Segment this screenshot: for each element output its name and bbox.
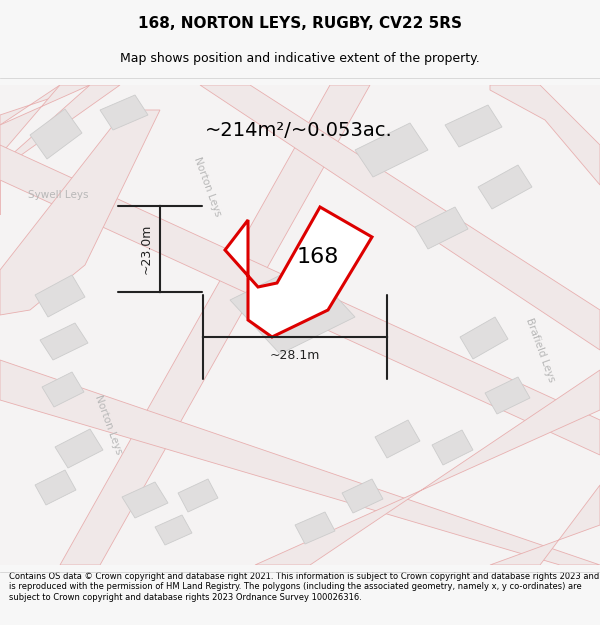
Polygon shape bbox=[490, 485, 600, 565]
Text: Norton Leys: Norton Leys bbox=[191, 156, 223, 218]
Polygon shape bbox=[375, 420, 420, 458]
Polygon shape bbox=[295, 512, 335, 544]
Text: Map shows position and indicative extent of the property.: Map shows position and indicative extent… bbox=[120, 52, 480, 65]
Text: 168: 168 bbox=[297, 247, 339, 267]
Text: Brafield Leys: Brafield Leys bbox=[524, 317, 556, 383]
Polygon shape bbox=[255, 370, 600, 565]
Polygon shape bbox=[225, 207, 372, 337]
Polygon shape bbox=[445, 105, 502, 147]
Polygon shape bbox=[155, 515, 192, 545]
Text: ~23.0m: ~23.0m bbox=[140, 224, 153, 274]
Polygon shape bbox=[490, 85, 600, 185]
Polygon shape bbox=[432, 430, 473, 465]
Text: Norton Leys: Norton Leys bbox=[92, 394, 124, 456]
Polygon shape bbox=[40, 323, 88, 360]
Polygon shape bbox=[415, 207, 468, 249]
Text: ~28.1m: ~28.1m bbox=[270, 349, 320, 362]
Polygon shape bbox=[478, 165, 532, 209]
Polygon shape bbox=[0, 85, 120, 215]
Polygon shape bbox=[485, 377, 530, 414]
Polygon shape bbox=[230, 263, 355, 354]
Polygon shape bbox=[60, 85, 370, 565]
Text: ~214m²/~0.053ac.: ~214m²/~0.053ac. bbox=[205, 121, 393, 139]
Polygon shape bbox=[460, 317, 508, 359]
Polygon shape bbox=[30, 109, 82, 159]
Text: Sywell Leys: Sywell Leys bbox=[28, 190, 88, 200]
Polygon shape bbox=[55, 429, 103, 468]
Polygon shape bbox=[0, 110, 160, 315]
Polygon shape bbox=[100, 95, 148, 130]
Polygon shape bbox=[0, 85, 90, 125]
Polygon shape bbox=[0, 145, 600, 455]
Text: Contains OS data © Crown copyright and database right 2021. This information is : Contains OS data © Crown copyright and d… bbox=[9, 572, 599, 602]
Polygon shape bbox=[122, 482, 168, 518]
Polygon shape bbox=[42, 372, 84, 407]
Text: 168, NORTON LEYS, RUGBY, CV22 5RS: 168, NORTON LEYS, RUGBY, CV22 5RS bbox=[138, 16, 462, 31]
Polygon shape bbox=[0, 85, 90, 175]
Polygon shape bbox=[342, 479, 383, 513]
Polygon shape bbox=[0, 360, 600, 565]
Polygon shape bbox=[178, 479, 218, 512]
Polygon shape bbox=[35, 275, 85, 317]
Polygon shape bbox=[35, 470, 76, 505]
Polygon shape bbox=[200, 85, 600, 350]
Polygon shape bbox=[355, 123, 428, 177]
